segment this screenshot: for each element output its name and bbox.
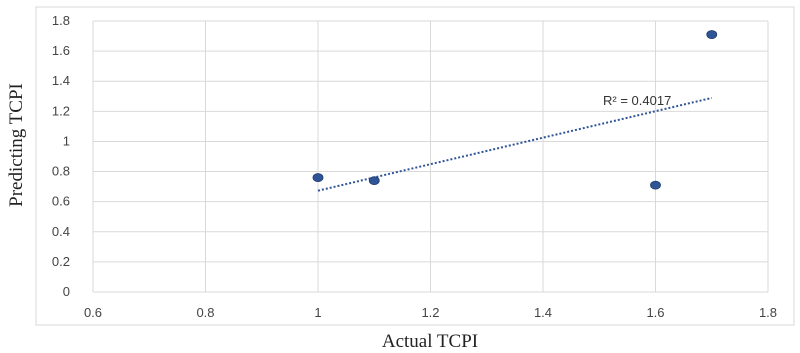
trendline-group [317,96,712,192]
gridlines [92,20,769,293]
x-tick-label: 1.6 [646,305,664,320]
x-tick-label: 1 [314,305,321,320]
x-tick-label: 1.8 [759,305,777,320]
y-tick-label: 0.6 [52,194,70,209]
y-tick-label: 1.8 [52,13,70,28]
trendline [317,96,712,192]
y-tick-label: 1.2 [52,103,70,118]
y-tick-label: 1.4 [52,73,70,88]
y-tick-label: 0.8 [52,164,70,179]
y-tick-label: 0.4 [52,224,70,239]
y-tick-label: 1 [63,133,70,148]
y-tick-label: 0.2 [52,254,70,269]
x-tick-label: 1.2 [421,305,439,320]
x-tick-labels: 0.6 0.8 1 1.2 1.4 1.6 1.8 [84,305,777,320]
x-axis-title: Actual TCPI [382,331,478,352]
chart-area-border [35,6,795,326]
data-point [706,30,718,39]
data-point [312,173,324,182]
y-axis-title: Predicting TCPI [6,83,27,207]
x-tick-label: 0.6 [84,305,102,320]
x-tick-label: 0.8 [196,305,214,320]
y-tick-labels: 0 0.2 0.4 0.6 0.8 1 1.2 1.4 1.6 1.8 [52,13,70,299]
y-tick-label: 1.6 [52,43,70,58]
r-squared-annotation: R² = 0.4017 [603,93,671,108]
data-points [312,30,718,190]
data-point [368,176,380,185]
data-point [650,180,661,190]
x-tick-label: 1.4 [534,305,552,320]
y-tick-label: 0 [63,284,70,299]
